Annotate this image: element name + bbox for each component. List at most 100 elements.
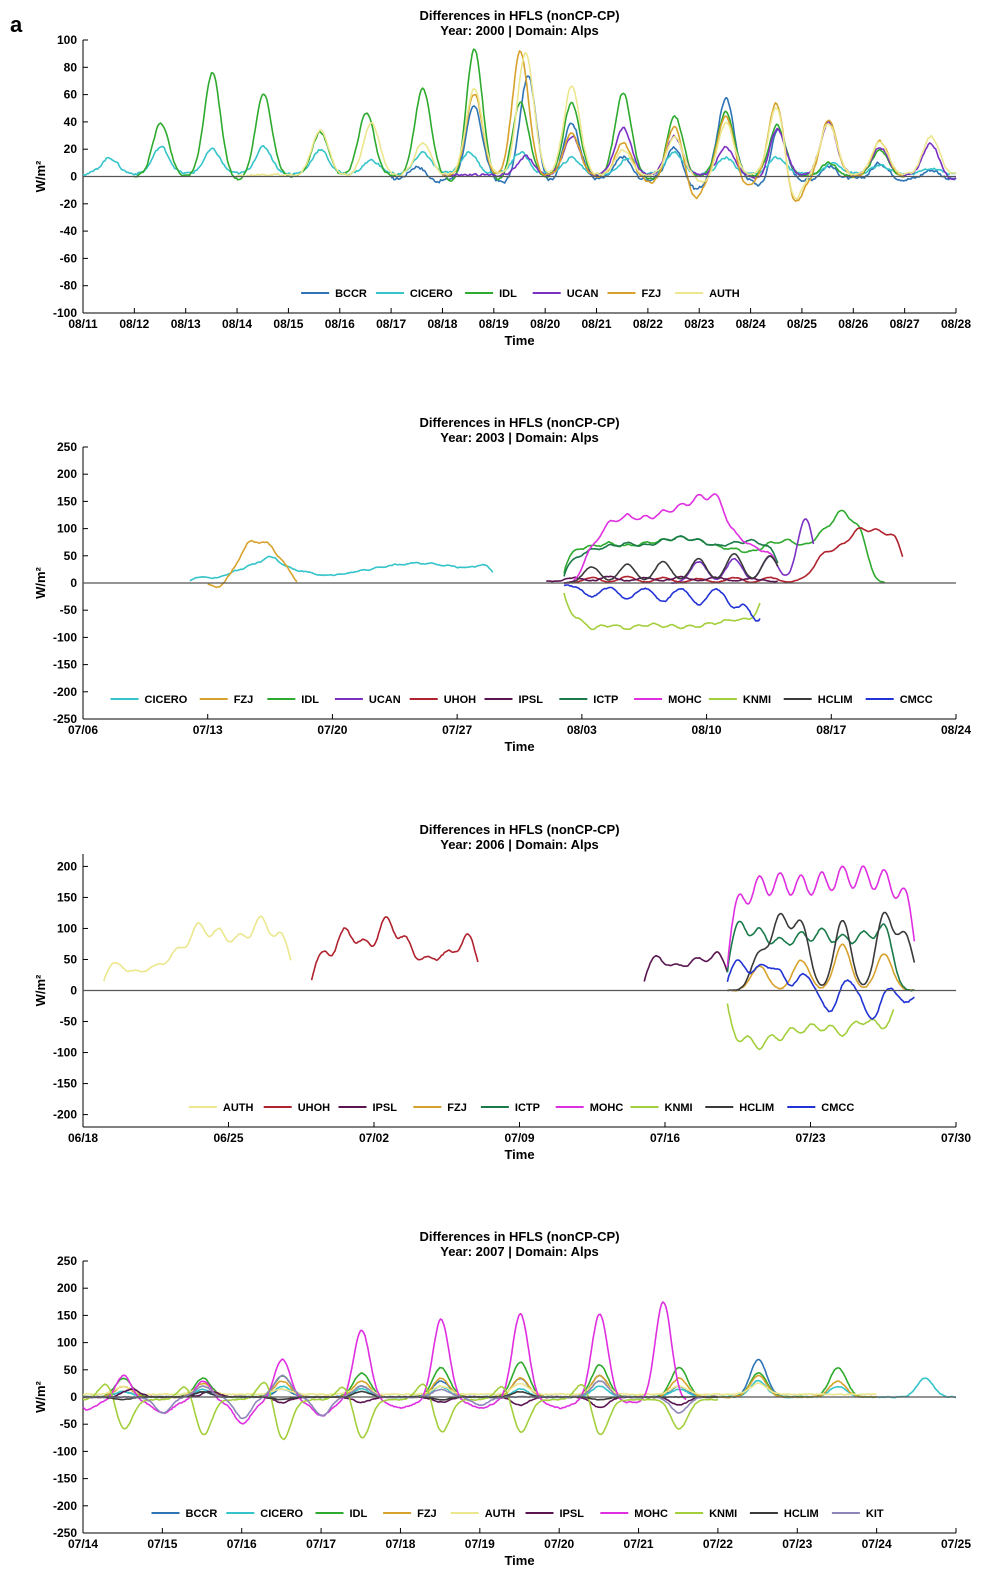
x-tick-label: 07/30 xyxy=(941,1131,971,1145)
legend-label: FZJ xyxy=(417,1508,437,1520)
y-tick-label: 200 xyxy=(57,467,77,481)
y-tick-label: -60 xyxy=(60,251,78,265)
x-tick-label: 08/27 xyxy=(890,317,920,331)
chart-title: Differences in HFLS (nonCP-CP) xyxy=(419,822,619,837)
x-tick-label: 07/14 xyxy=(68,1537,98,1551)
legend-label: IPSL xyxy=(519,694,544,706)
legend-label: CMCC xyxy=(900,694,933,706)
x-tick-label: 07/24 xyxy=(862,1537,892,1551)
chart-title: Differences in HFLS (nonCP-CP) xyxy=(419,8,619,23)
legend-item-knmi: KNMI xyxy=(708,694,771,706)
y-tick-label: 50 xyxy=(64,1363,78,1377)
y-tick-label: -50 xyxy=(60,1417,78,1431)
legend-item-idl: IDL xyxy=(465,288,517,300)
series-group xyxy=(189,493,904,631)
y-tick-label: 150 xyxy=(57,890,77,904)
y-tick-label: -150 xyxy=(53,658,77,672)
legend-label: CICERO xyxy=(145,694,188,706)
legend-label: BCCR xyxy=(335,288,367,300)
x-tick-label: 08/28 xyxy=(941,317,971,331)
legend-label: AUTH xyxy=(709,288,740,300)
legend: BCCR CICERO IDL UCAN FZJ AUTH xyxy=(301,288,740,300)
y-tick-label: -100 xyxy=(53,630,77,644)
series-group xyxy=(82,1301,957,1441)
series-line-uhoh xyxy=(310,916,479,981)
legend-item-knmi: KNMI xyxy=(630,1102,693,1114)
series-group xyxy=(103,865,916,1051)
chart-subtitle: Year: 2003 | Domain: Alps xyxy=(440,430,599,445)
legend-label: UHOH xyxy=(444,694,476,706)
x-axis-label: Time xyxy=(504,1147,534,1162)
legend-label: UHOH xyxy=(298,1102,330,1114)
series-line-knmi xyxy=(563,592,761,631)
series-line-cmcc xyxy=(726,959,915,1020)
x-tick-label: 08/24 xyxy=(941,723,971,737)
x-tick-label: 08/24 xyxy=(736,317,766,331)
y-tick-label: 150 xyxy=(57,494,77,508)
y-tick-label: -50 xyxy=(60,603,78,617)
legend-item-cicero: CICERO xyxy=(110,694,188,706)
legend-label: CICERO xyxy=(260,1508,303,1520)
x-tick-label: 07/21 xyxy=(624,1537,654,1551)
legend-item-fzj: FZJ xyxy=(607,288,662,300)
legend-label: IPSL xyxy=(373,1102,398,1114)
y-tick-label: 80 xyxy=(64,60,78,74)
y-axis-label: W/m² xyxy=(33,1380,48,1412)
chart-subtitle: Year: 2006 | Domain: Alps xyxy=(440,837,599,852)
legend: AUTH UHOH IPSL FZJ ICTP MOHC KNMI HCLIM CMCC xyxy=(188,1102,854,1114)
y-tick-label: 100 xyxy=(57,921,77,935)
x-axis-label: Time xyxy=(504,1553,534,1568)
axes: -250 -200 -150 -100 -50 0 50 100 150 200 250 07/06 0… xyxy=(53,440,971,737)
x-axis-label: Time xyxy=(504,739,534,754)
x-tick-label: 08/12 xyxy=(119,317,149,331)
y-tick-label: 0 xyxy=(70,984,77,998)
legend-label: IDL xyxy=(301,694,319,706)
legend-label: ICTP xyxy=(593,694,618,706)
y-tick-label: -200 xyxy=(53,1499,77,1513)
x-tick-label: 07/16 xyxy=(650,1131,680,1145)
legend-item-ictp: ICTP xyxy=(559,694,618,706)
x-tick-label: 07/23 xyxy=(782,1537,812,1551)
x-tick-label: 07/25 xyxy=(941,1537,971,1551)
series-line-mohc xyxy=(563,493,779,585)
series-line-bccr xyxy=(390,75,957,190)
legend: BCCR CICERO IDL FZJ AUTH IPSL MOHC KNMI HCLIM KIT xyxy=(151,1508,884,1520)
series-line-auth xyxy=(103,915,292,982)
legend-item-idl: IDL xyxy=(267,694,319,706)
legend-item-cmcc: CMCC xyxy=(787,1102,854,1114)
y-axis-label: W/m² xyxy=(33,974,48,1006)
legend-label: MOHC xyxy=(590,1102,624,1114)
legend-item-mohc: MOHC xyxy=(634,694,702,706)
series-line-mohc xyxy=(82,1301,687,1425)
legend-item-ictp: ICTP xyxy=(480,1102,540,1114)
x-tick-label: 08/17 xyxy=(816,723,846,737)
x-tick-label: 08/21 xyxy=(582,317,612,331)
y-axis-label: W/m² xyxy=(33,566,48,598)
x-tick-label: 08/26 xyxy=(838,317,868,331)
chart-subtitle: Year: 2007 | Domain: Alps xyxy=(440,1244,599,1259)
legend-item-bccr: BCCR xyxy=(151,1508,217,1520)
legend-label: FZJ xyxy=(642,288,662,300)
y-tick-label: 40 xyxy=(64,115,78,129)
series-line-ictp xyxy=(726,920,915,992)
legend: CICERO FZJ IDL UCAN UHOH IPSL ICTP MOHC KNMI HCLI… xyxy=(110,694,933,706)
y-tick-label: 0 xyxy=(70,170,77,184)
x-tick-label: 07/15 xyxy=(147,1537,177,1551)
x-tick-label: 08/10 xyxy=(692,723,722,737)
x-tick-label: 08/18 xyxy=(427,317,457,331)
legend-item-ucan: UCAN xyxy=(334,694,401,706)
x-tick-label: 08/16 xyxy=(325,317,355,331)
axes: -200 -150 -100 -50 0 50 100 150 200 06/18 06/25 07/… xyxy=(53,854,971,1145)
y-tick-label: 50 xyxy=(64,952,78,966)
legend-item-fzj: FZJ xyxy=(413,1102,467,1114)
legend-label: UCAN xyxy=(369,694,401,706)
x-tick-label: 07/22 xyxy=(703,1537,733,1551)
legend-label: IDL xyxy=(350,1508,368,1520)
y-tick-label: -40 xyxy=(60,224,78,238)
x-tick-label: 07/13 xyxy=(193,723,223,737)
legend-label: FZJ xyxy=(234,694,254,706)
legend-label: AUTH xyxy=(223,1102,254,1114)
legend-label: KNMI xyxy=(665,1102,693,1114)
x-tick-label: 07/09 xyxy=(504,1131,534,1145)
